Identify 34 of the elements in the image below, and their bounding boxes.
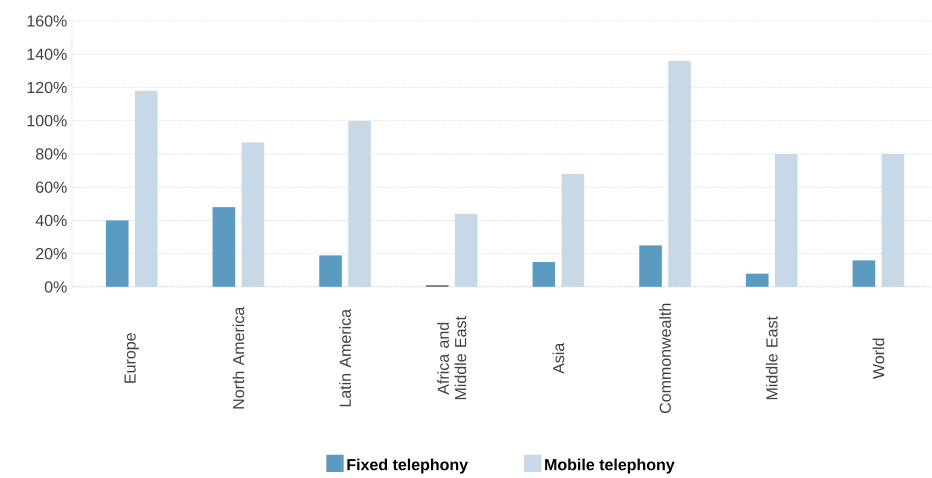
bar — [882, 154, 904, 288]
bar — [746, 274, 769, 288]
bar — [532, 262, 556, 288]
x-tick-label: Middle East — [766, 316, 778, 400]
bar — [639, 246, 662, 288]
y-tick-label: 80% — [36, 148, 67, 160]
legend-label: Mobile telephony — [545, 458, 675, 474]
x-tick-label: Europe — [124, 333, 139, 383]
x-tick-label: Africa and Middle East — [437, 316, 466, 400]
x-tick-label: Commonwealth — [659, 304, 671, 414]
bar — [852, 260, 876, 288]
y-tick-label: 40% — [36, 215, 67, 226]
bar — [212, 207, 236, 288]
bar — [562, 174, 584, 288]
bar — [774, 154, 798, 288]
x-tick-label: Asia — [552, 342, 564, 374]
legend-label: Fixed telephony — [347, 458, 468, 474]
bar — [242, 142, 264, 288]
bar — [668, 61, 691, 288]
x-tick-label: Latin America — [339, 309, 351, 407]
bar — [106, 220, 129, 288]
y-tick-label: 60% — [36, 182, 67, 194]
x-tick-label: World — [872, 338, 884, 380]
y-tick-label: 140% — [28, 48, 67, 60]
y-tick-label: 160% — [28, 16, 67, 27]
x-tick-label: North America — [232, 306, 244, 409]
y-tick-label: 100% — [28, 115, 67, 127]
y-tick-label: 0% — [44, 282, 67, 293]
bar — [454, 214, 478, 288]
bar — [348, 120, 371, 288]
y-tick-label: 120% — [28, 82, 67, 94]
bar — [134, 91, 158, 288]
y-tick-label: 20% — [36, 248, 67, 260]
bar — [319, 256, 342, 288]
